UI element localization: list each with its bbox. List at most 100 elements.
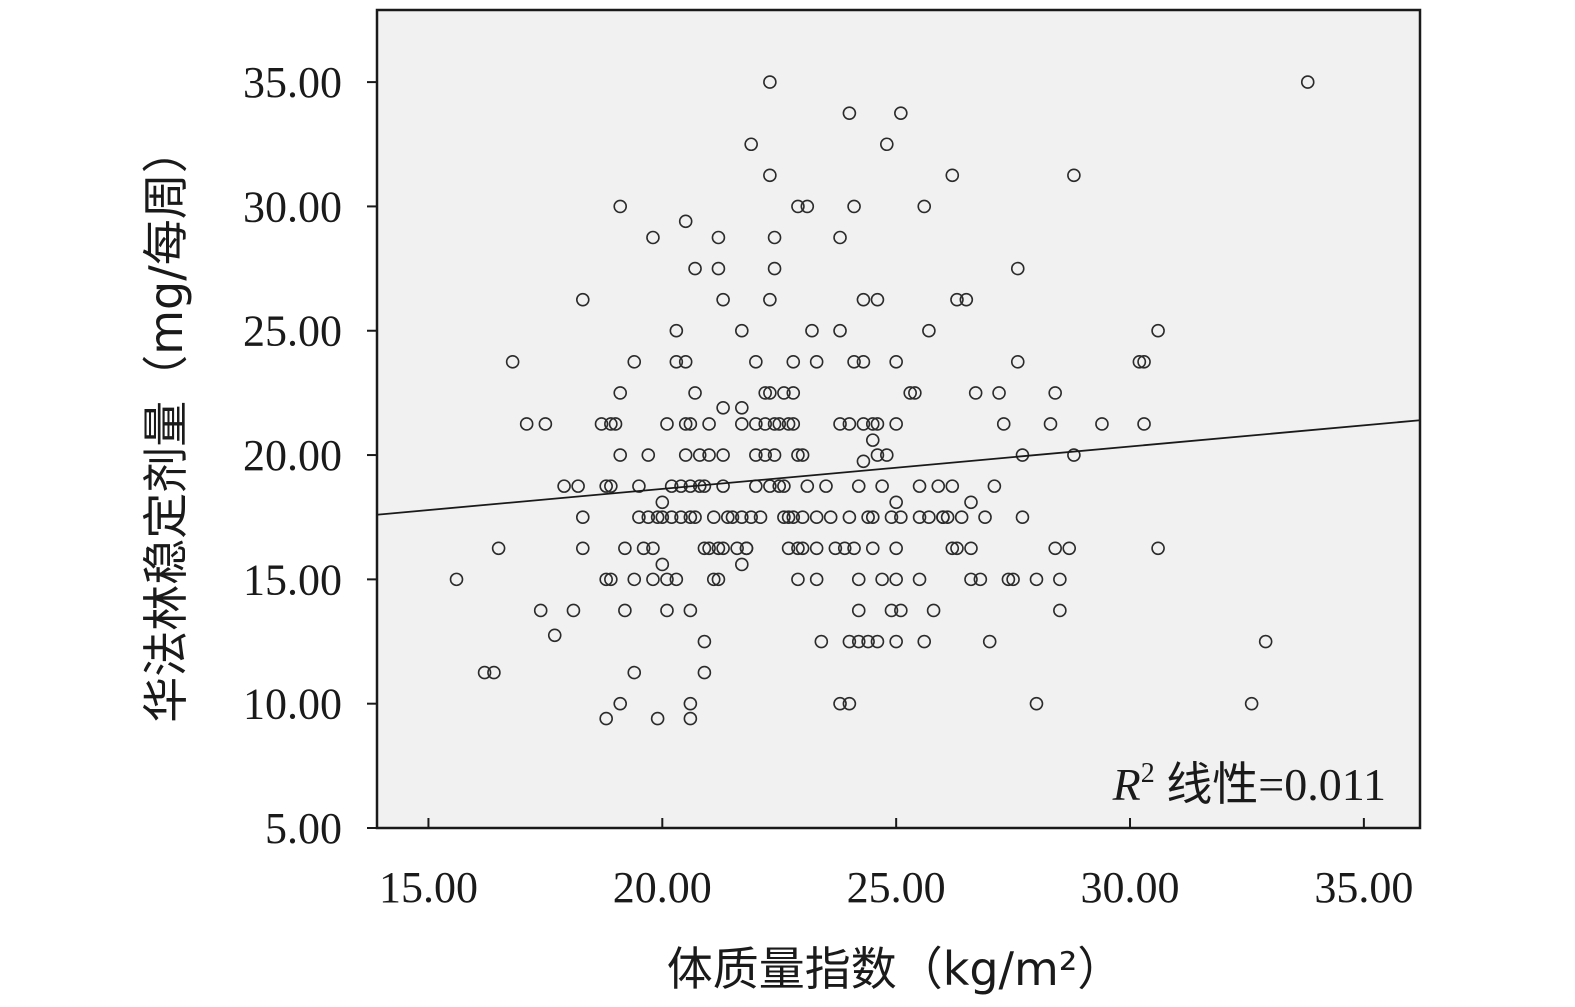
data-point xyxy=(735,323,749,338)
data-point xyxy=(851,634,866,649)
data-point xyxy=(702,541,716,556)
data-point xyxy=(491,541,506,556)
data-point xyxy=(571,479,585,493)
data-point xyxy=(777,386,791,400)
y-tick-label: 10.00 xyxy=(243,680,342,729)
data-point xyxy=(678,355,693,369)
data-point xyxy=(599,572,613,587)
data-point xyxy=(720,510,735,525)
data-point xyxy=(711,230,726,245)
data-point xyxy=(627,355,642,369)
data-point xyxy=(1151,541,1165,556)
data-point xyxy=(735,557,749,572)
data-point xyxy=(842,510,857,525)
data-point xyxy=(987,479,1002,493)
axes: 15.00 20.00 25.00 30.00 35.00 5.00 10.00 15.00 2… xyxy=(243,58,1413,912)
data-point xyxy=(697,634,712,649)
data-point xyxy=(912,572,927,587)
data-point xyxy=(716,401,730,415)
data-point xyxy=(604,417,618,431)
data-point xyxy=(547,628,562,643)
data-point xyxy=(767,448,782,462)
data-point xyxy=(1053,572,1067,587)
data-point xyxy=(837,541,852,556)
data-point xyxy=(599,479,613,493)
data-point xyxy=(538,417,553,431)
data-point xyxy=(683,696,698,711)
data-point xyxy=(1015,510,1030,525)
data-point xyxy=(889,495,903,510)
data-point xyxy=(865,510,880,525)
data-point xyxy=(931,479,946,493)
data-point xyxy=(889,417,903,431)
data-point xyxy=(851,603,866,618)
data-point xyxy=(870,448,885,462)
data-point xyxy=(716,479,730,493)
data-point xyxy=(847,541,861,556)
data-point xyxy=(711,572,726,587)
data-point xyxy=(880,137,894,152)
data-point xyxy=(809,355,824,369)
data-point xyxy=(763,386,777,400)
data-point xyxy=(660,417,674,431)
data-point xyxy=(706,572,721,587)
data-point xyxy=(781,510,796,525)
data-point xyxy=(763,292,777,307)
data-point xyxy=(763,75,777,89)
data-point xyxy=(889,572,903,587)
data-point xyxy=(851,572,866,587)
data-point xyxy=(903,386,917,400)
data-point xyxy=(968,386,983,400)
data-point xyxy=(505,355,520,369)
data-point xyxy=(1048,541,1062,556)
data-point xyxy=(856,355,871,369)
data-point xyxy=(627,665,642,680)
data-point xyxy=(618,541,632,556)
data-point xyxy=(735,510,749,525)
x-tick-label: 20.00 xyxy=(613,863,712,912)
data-point xyxy=(1053,603,1067,618)
data-point xyxy=(777,479,791,493)
data-point xyxy=(809,572,824,587)
data-point xyxy=(664,479,679,493)
data-point xyxy=(613,199,628,214)
data-point xyxy=(875,572,889,587)
data-point xyxy=(739,541,754,556)
data-point xyxy=(894,603,908,618)
data-point xyxy=(973,572,988,587)
data-point xyxy=(749,417,763,431)
data-point xyxy=(936,510,950,525)
data-point xyxy=(894,106,908,120)
x-axis-title: 体质量指数（kg/m²） xyxy=(667,942,1124,996)
data-point xyxy=(786,386,801,400)
data-point xyxy=(1067,448,1081,462)
data-point xyxy=(650,510,665,525)
data-point xyxy=(894,510,908,525)
data-point xyxy=(1006,572,1020,587)
data-point xyxy=(674,510,688,525)
data-point xyxy=(519,417,534,431)
data-point xyxy=(711,261,726,276)
data-point xyxy=(678,417,693,431)
y-tick-label: 35.00 xyxy=(243,58,342,107)
data-point xyxy=(655,510,670,525)
data-point xyxy=(1001,572,1016,587)
r-squared-annotation: R2 线性=0.011 xyxy=(1112,758,1386,810)
data-point xyxy=(870,417,885,431)
data-point xyxy=(781,541,796,556)
data-point xyxy=(800,199,815,214)
data-point xyxy=(477,665,492,680)
data-point xyxy=(641,510,656,525)
y-axis-title: 华法林稳定剂量（mg/每周） xyxy=(139,127,193,723)
data-point xyxy=(664,510,679,525)
data-point xyxy=(697,541,712,556)
data-point xyxy=(767,261,782,276)
data-point xyxy=(786,417,801,431)
data-point xyxy=(692,448,707,462)
data-point xyxy=(753,510,768,525)
data-point xyxy=(763,168,777,183)
data-point xyxy=(959,292,974,307)
data-point xyxy=(917,634,932,649)
y-tick-label: 20.00 xyxy=(243,431,342,480)
data-point xyxy=(735,401,749,415)
